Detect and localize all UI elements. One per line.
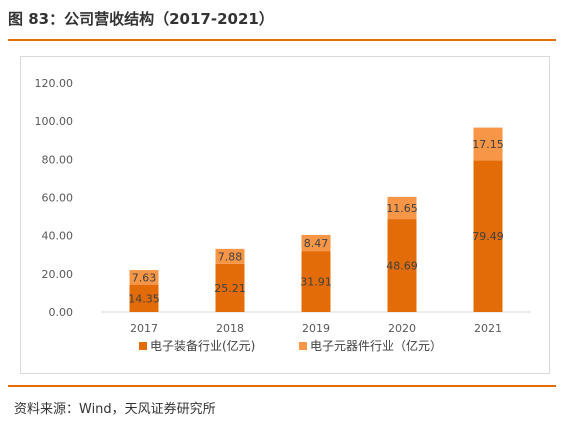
bar-2020-s2 [387, 196, 417, 220]
bar-2019-s1 [301, 251, 331, 312]
data-label: 31.91 [300, 276, 332, 289]
y-tick-label: 20.00 [42, 268, 74, 281]
data-label: 79.49 [472, 230, 504, 243]
y-tick-label: 60.00 [42, 192, 74, 205]
data-label: 17.15 [472, 138, 504, 151]
x-tick-label: 2021 [474, 322, 502, 335]
bar-2018-s1 [215, 263, 245, 312]
bar-2021-s1 [473, 160, 503, 312]
data-label: 48.69 [386, 260, 418, 273]
x-tick-label: 2020 [388, 322, 416, 335]
data-label: 11.65 [386, 202, 418, 215]
data-label: 7.88 [218, 250, 243, 263]
data-label: 14.35 [128, 292, 160, 305]
figure-title: 图 83：公司营收结构（2017-2021） [8, 10, 274, 28]
x-tick-label: 2019 [302, 322, 330, 335]
bar-2017-s2 [129, 270, 159, 285]
data-label: 7.63 [132, 271, 157, 284]
y-tick-label: 80.00 [42, 153, 74, 166]
chart-frame: 0.00 20.00 40.00 60.00 80.00 100.00 120.00 14.3… [20, 56, 550, 374]
bar-2017-s1 [129, 284, 159, 312]
legend-label-2: 电子元器件行业（亿元） [310, 338, 442, 353]
stacked-bar-chart: 0.00 20.00 40.00 60.00 80.00 100.00 120.00 14.3… [35, 77, 531, 353]
source-rule [8, 385, 556, 387]
bar-2018-s2 [215, 248, 245, 264]
bar-2020-s1 [387, 219, 417, 312]
data-label: 8.47 [304, 237, 329, 250]
bar-2021-s2 [473, 127, 503, 161]
bar-2019-s2 [301, 234, 331, 252]
y-tick-label: 120.00 [35, 77, 74, 90]
x-tick-label: 2018 [216, 322, 244, 335]
y-tick-label: 100.00 [35, 115, 74, 128]
y-tick-label: 40.00 [42, 230, 74, 243]
legend-swatch-2 [299, 342, 307, 350]
source-note: 资料来源：Wind，天风证券研究所 [14, 402, 216, 417]
title-rule [8, 39, 556, 41]
y-tick-label: 0.00 [49, 306, 74, 319]
legend-swatch-1 [139, 342, 147, 350]
data-label: 25.21 [214, 282, 246, 295]
x-tick-label: 2017 [130, 322, 158, 335]
legend-label-1: 电子装备行业(亿元) [150, 338, 255, 353]
